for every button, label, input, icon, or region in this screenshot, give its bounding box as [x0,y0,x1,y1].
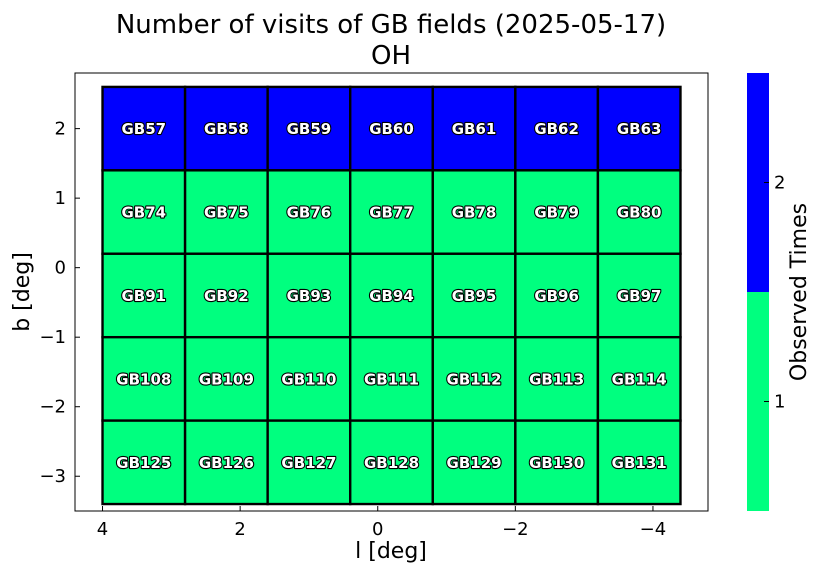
field-cell [349,252,434,339]
field-cell [266,252,352,339]
x-tick-label: −4 [640,519,667,540]
y-tick-label: 1 [55,188,66,209]
field-label: GB96 [534,287,579,305]
field-cell [266,419,352,506]
field-label: GB108 [116,370,171,388]
field-label: GB75 [204,204,249,222]
field-cell [596,169,682,255]
field-label: GB79 [534,204,579,222]
field-cells [101,85,682,506]
field-label: GB128 [364,454,419,472]
field-labels: GB57 GB58 GB59 GB60 GB61 GB62 GB63 GB74 GB75 GB76… [115,119,668,473]
field-label: GB129 [447,454,502,472]
field-label: GB97 [617,287,662,305]
y-tick-label: 0 [55,258,66,279]
x-axis-ticks: 4 2 0 −2 −4 [97,506,666,540]
colorbar-segment [747,73,769,292]
field-label: GB61 [452,120,497,138]
field-label: GB91 [121,287,166,305]
field-cell [431,169,517,255]
field-label: GB92 [204,287,249,305]
field-label: GB62 [534,120,579,138]
field-cell [183,85,269,172]
field-label: GB126 [199,454,254,472]
y-tick-label: 2 [55,119,66,140]
field-label: GB127 [281,454,336,472]
chart-subtitle: OH [371,41,411,71]
field-label: GB59 [287,120,332,138]
x-tick-label: 4 [97,519,108,540]
field-cell [596,335,682,422]
field-label: GB111 [364,370,419,388]
field-cell [514,335,600,422]
colorbar-tick-label: 1 [774,392,785,413]
field-label: GB109 [199,370,254,388]
x-tick-label: −2 [502,519,529,540]
field-label: GB112 [447,370,502,388]
field-label: GB77 [369,204,414,222]
x-tick-label: 0 [372,519,383,540]
y-tick-label: −1 [39,327,66,348]
y-axis-label: b [deg] [10,252,35,332]
field-cell [266,169,352,255]
x-tick-label: 2 [234,519,245,540]
field-label: GB110 [281,370,336,388]
field-label: GB125 [116,454,171,472]
field-label: GB130 [529,454,584,472]
plot-frame [74,72,709,512]
plot-area: GB57 GB58 GB59 GB60 GB61 GB62 GB63 GB74 GB75 GB76… [39,72,709,540]
field-cell [183,335,269,422]
colorbar-tick-label: 2 [774,173,785,194]
field-label: GB94 [369,287,414,305]
field-cell [596,419,682,506]
y-tick-label: −3 [39,466,66,487]
field-cell [101,335,187,422]
y-tick-label: −2 [39,397,66,418]
field-cell [101,169,187,255]
field-cell [101,419,187,506]
field-label: GB63 [617,120,662,138]
field-label: GB113 [529,370,584,388]
field-cell [596,252,682,339]
field-label: GB76 [287,204,332,222]
colorbar-segment [747,292,769,511]
field-cell [514,419,600,506]
field-label: GB60 [369,120,414,138]
field-label: GB131 [612,454,667,472]
field-cell [431,252,517,339]
field-label: GB80 [617,204,662,222]
field-label: GB78 [452,204,497,222]
field-label: GB95 [452,287,497,305]
colorbar-label: Observed Times [787,203,812,381]
field-label: GB93 [287,287,332,305]
colorbar: 12 [747,73,785,511]
chart-title: Number of visits of GB fields (2025-05-1… [116,10,666,40]
y-axis-ticks: 2 1 0 −1 −2 −3 [39,119,80,487]
field-cell [514,85,600,172]
field-label: GB74 [121,204,166,222]
field-cell [514,252,600,339]
field-label: GB57 [121,120,166,138]
field-label: GB58 [204,120,249,138]
field-label: GB114 [612,370,667,388]
field-cell [101,85,187,172]
field-cell [183,252,269,339]
x-axis-label: l [deg] [355,539,427,564]
